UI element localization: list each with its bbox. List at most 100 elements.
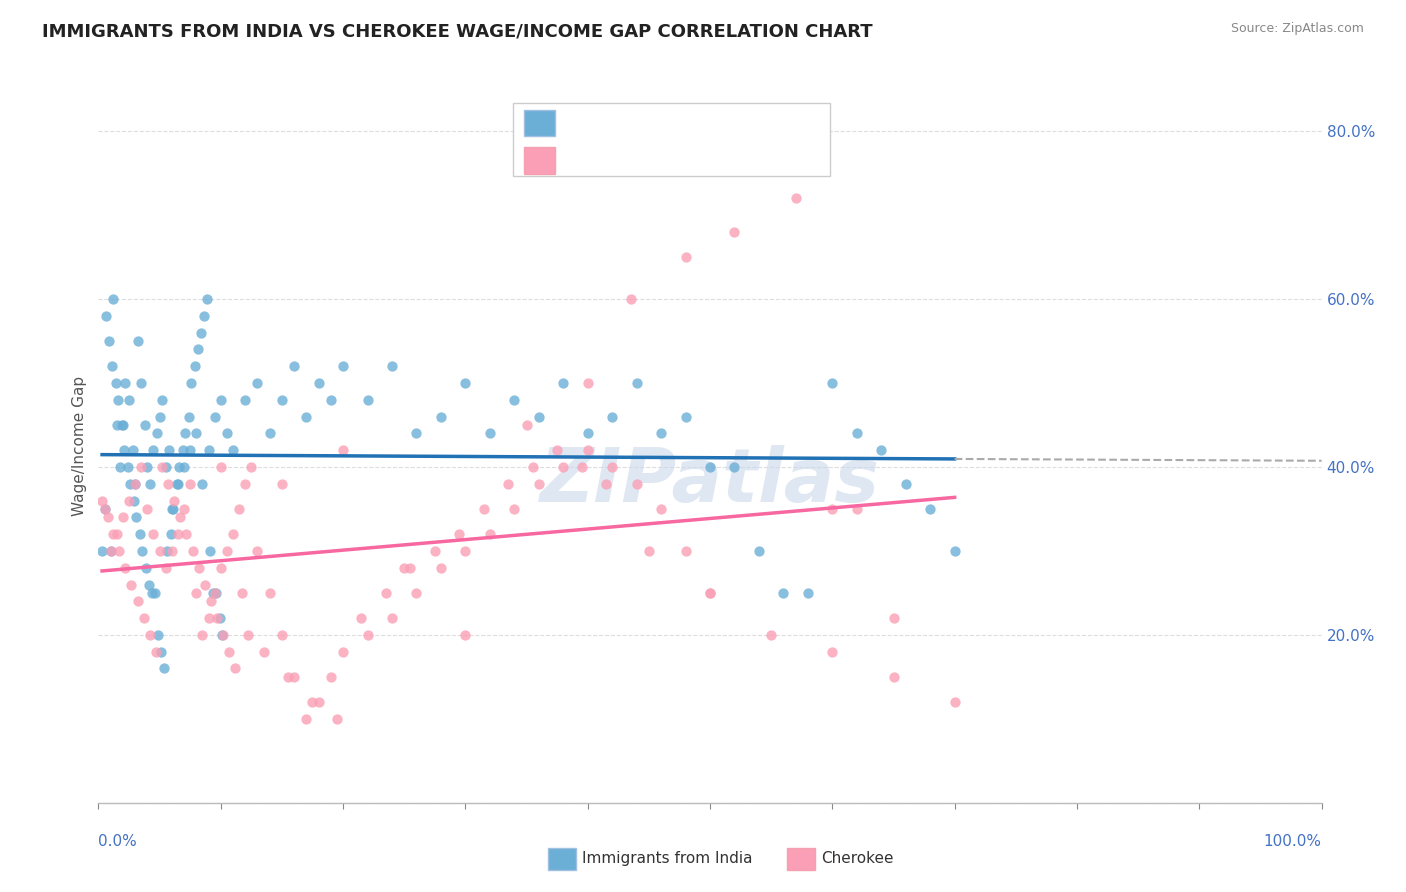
Point (120, 577, 142, 591)
Text: IMMIGRANTS FROM INDIA VS CHEROKEE WAGE/INCOME GAP CORRELATION CHART: IMMIGRANTS FROM INDIA VS CHEROKEE WAGE/I… (42, 22, 873, 40)
Point (270, 392, 294, 407)
Point (553, 376, 575, 390)
Point (163, 493, 186, 508)
Point (118, 493, 141, 508)
Point (356, 628, 378, 642)
Point (319, 670, 342, 684)
Point (194, 577, 217, 591)
Point (150, 460, 173, 475)
Point (169, 510, 191, 524)
Point (150, 392, 173, 407)
Point (118, 392, 141, 407)
Point (546, 443, 568, 458)
Text: 109: 109 (725, 152, 761, 169)
Point (797, 586, 820, 600)
Point (91, 493, 114, 508)
Point (283, 359, 305, 374)
Point (576, 376, 599, 390)
Point (190, 326, 212, 340)
Point (157, 443, 180, 458)
Point (173, 460, 195, 475)
Point (204, 409, 226, 424)
Point (114, 560, 136, 574)
Point (153, 661, 176, 675)
Point (211, 628, 233, 642)
Point (157, 476, 180, 491)
Point (295, 409, 318, 424)
Point (821, 645, 844, 659)
Point (91, 544, 114, 558)
Point (122, 493, 145, 508)
Point (231, 586, 253, 600)
Point (576, 426, 599, 441)
Point (478, 426, 501, 441)
Point (392, 560, 416, 574)
Point (233, 476, 256, 491)
Point (332, 645, 354, 659)
Point (173, 502, 195, 516)
Point (197, 611, 219, 625)
Point (155, 560, 177, 574)
Point (600, 460, 623, 475)
Point (149, 645, 172, 659)
Point (124, 476, 146, 491)
Point (626, 476, 648, 491)
Point (821, 376, 844, 390)
Point (381, 611, 404, 625)
Text: R =: R = (567, 152, 598, 169)
Point (209, 460, 232, 475)
Point (883, 670, 905, 684)
Point (93, 502, 115, 516)
Point (699, 586, 721, 600)
Point (174, 426, 197, 441)
Point (142, 527, 165, 541)
Point (205, 586, 228, 600)
Point (699, 586, 721, 600)
Point (301, 695, 323, 709)
Point (283, 670, 305, 684)
Text: N =: N = (679, 152, 710, 169)
Point (186, 343, 208, 357)
Point (197, 443, 219, 458)
Point (193, 309, 215, 323)
Point (195, 292, 218, 306)
Point (104, 376, 127, 390)
Text: Source: ZipAtlas.com: Source: ZipAtlas.com (1230, 22, 1364, 36)
Point (270, 628, 294, 642)
Point (111, 417, 134, 432)
Point (748, 544, 770, 558)
Point (430, 409, 453, 424)
Point (218, 645, 240, 659)
Point (236, 628, 259, 642)
Point (326, 712, 349, 726)
Point (202, 586, 225, 600)
Point (222, 443, 245, 458)
Point (496, 476, 519, 491)
Point (259, 426, 281, 441)
Point (155, 460, 177, 475)
Point (136, 502, 159, 516)
Point (675, 544, 697, 558)
Point (148, 628, 170, 642)
Point (527, 476, 550, 491)
Point (198, 544, 221, 558)
Point (180, 376, 202, 390)
Point (423, 544, 446, 558)
Point (97, 510, 120, 524)
Point (374, 586, 396, 600)
Point (191, 628, 214, 642)
Point (105, 417, 128, 432)
Point (156, 544, 179, 558)
Point (149, 544, 172, 558)
Point (920, 502, 942, 516)
Point (222, 527, 245, 541)
Point (454, 628, 477, 642)
Point (454, 376, 477, 390)
Point (399, 560, 422, 574)
Point (233, 392, 256, 407)
Point (129, 460, 152, 475)
Point (105, 527, 128, 541)
Point (405, 426, 427, 441)
Point (259, 586, 281, 600)
Point (125, 510, 148, 524)
